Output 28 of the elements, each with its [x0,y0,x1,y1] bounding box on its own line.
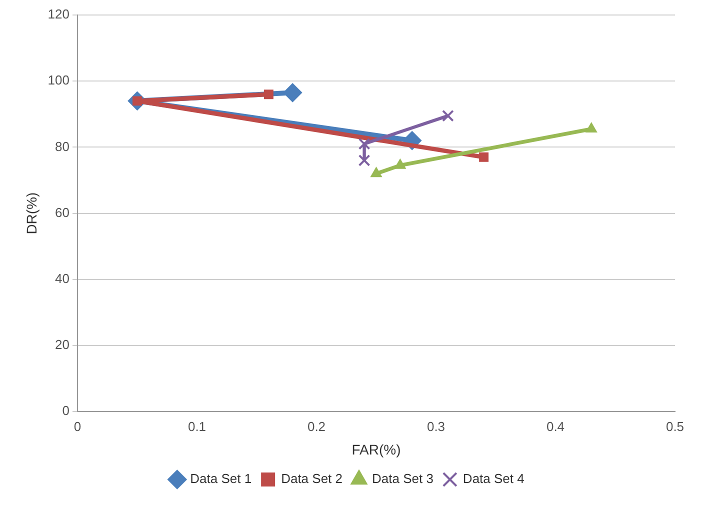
x-tick-label: 0.5 [666,418,684,434]
legend-label: Data Set 3 [372,471,434,486]
point [358,154,370,166]
x-tick-label: 0.3 [426,418,446,434]
y-tick-label: 80 [55,138,70,154]
point [358,138,370,150]
y-tick-label: 20 [55,337,70,352]
y-tick-label: 0 [62,403,70,418]
legend-label: Data Set 2 [281,471,343,486]
point [442,110,454,122]
y-tick-label: 120 [48,6,70,22]
legend-label: Data Set 4 [462,471,524,486]
point [283,83,302,102]
point [394,158,406,169]
x-tick-label: 0 [74,418,82,434]
x-tick-label: 0.1 [188,418,206,434]
x-axis-title: FAR(%) [352,441,401,458]
x-tick-label: 0.2 [307,418,326,434]
x-tick-label: 0.4 [546,418,565,434]
y-tick-label: 60 [55,204,70,220]
point [479,152,489,162]
y-tick-label: 40 [55,270,70,286]
y-tick-label: 100 [48,72,70,88]
y-axis-title: DR(%) [23,192,40,234]
legend-label: Data Set 1 [190,471,252,486]
point [264,90,274,100]
point [586,122,598,133]
point [370,167,382,178]
